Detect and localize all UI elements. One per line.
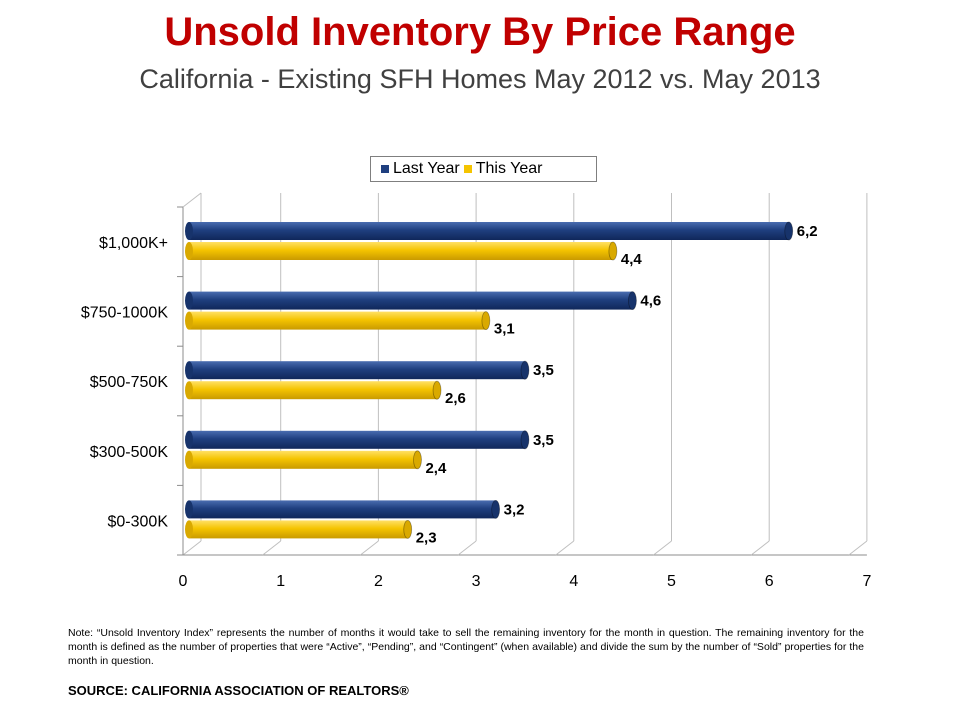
bar-body-last-year-2 — [189, 361, 525, 380]
gridline-floor-3 — [457, 540, 477, 556]
bar-cap-start-this-year-1 — [185, 311, 193, 330]
chart-subtitle: California - Existing SFH Homes May 2012… — [139, 64, 821, 94]
bar-body-this-year-3 — [189, 450, 418, 469]
bar-cap-end-last-year-3 — [520, 430, 530, 450]
floor-edge-left — [182, 540, 202, 556]
data-label-last-year-0: 6,2 — [797, 223, 818, 240]
gridline-floor-7 — [848, 540, 868, 556]
source-line: SOURCE: CALIFORNIA ASSOCIATION OF REALTO… — [68, 683, 409, 698]
bar-cap-end-this-year-0 — [608, 241, 618, 261]
bar-body-this-year-4 — [189, 520, 408, 539]
labels-layer: 0 1 2 3 4 5 6 7 $1,000K+ $750-1000K $500-750K $300-… — [81, 223, 872, 590]
bar-cap-start-last-year-4 — [185, 500, 193, 519]
data-label-this-year-3: 2,4 — [425, 460, 447, 477]
data-label-this-year-1: 3,1 — [494, 321, 515, 338]
x-tick-label-2: 2 — [374, 573, 383, 590]
bar-body-last-year-4 — [189, 500, 496, 519]
category-label-0: $1,000K+ — [99, 235, 168, 252]
bars-layer — [185, 221, 794, 539]
bar-cap-start-last-year-1 — [185, 291, 193, 310]
bar-body-this-year-0 — [189, 242, 613, 260]
gridline-floor-2 — [360, 540, 379, 556]
bar-this-year-1 — [185, 311, 491, 331]
bar-body-last-year-3 — [189, 430, 525, 449]
bar-cap-end-last-year-4 — [491, 499, 501, 519]
footnote: Note: “Unsold Inventory Index” represent… — [68, 627, 864, 667]
category-label-2: $500-750K — [90, 374, 169, 391]
data-label-this-year-0: 4,4 — [621, 251, 643, 268]
legend-label-last-year: Last Year — [393, 160, 460, 177]
gridline-floor-4 — [555, 540, 575, 556]
category-label-1: $750-1000K — [81, 305, 169, 322]
x-tick-label-0: 0 — [179, 573, 188, 590]
data-label-last-year-4: 3,2 — [504, 501, 525, 518]
legend-swatch-this-year — [463, 165, 472, 173]
bar-this-year-2 — [185, 380, 442, 400]
bar-cap-start-last-year-0 — [185, 222, 193, 240]
bar-cap-end-this-year-3 — [413, 450, 422, 470]
bar-cap-start-this-year-4 — [185, 520, 193, 539]
bar-this-year-4 — [185, 520, 413, 539]
x-tick-label-3: 3 — [472, 573, 481, 590]
chart-title: Unsold Inventory By Price Range — [164, 10, 796, 54]
top-edge-left — [182, 192, 202, 208]
bar-cap-end-this-year-4 — [403, 520, 413, 539]
bar-cap-start-this-year-0 — [185, 242, 193, 260]
x-tick-label-6: 6 — [765, 573, 774, 590]
data-label-this-year-4: 2,3 — [416, 529, 437, 546]
x-tick-label-5: 5 — [667, 573, 676, 590]
bar-last-year-2 — [185, 360, 530, 380]
legend-item-last-year: Last Year — [381, 160, 460, 178]
bar-cap-start-last-year-2 — [185, 361, 193, 380]
bar-body-this-year-1 — [189, 311, 486, 330]
bar-cap-start-this-year-3 — [185, 450, 193, 469]
bar-cap-end-this-year-2 — [432, 380, 442, 400]
gridline-floor-6 — [750, 540, 770, 556]
bar-body-last-year-1 — [189, 291, 633, 310]
x-tick-label-1: 1 — [276, 573, 285, 590]
x-tick-label-4: 4 — [569, 573, 578, 590]
bar-this-year-3 — [185, 450, 422, 470]
chart-legend: Last Year This Year — [370, 156, 597, 182]
bar-cap-end-last-year-0 — [784, 221, 794, 241]
bar-cap-start-last-year-3 — [185, 430, 193, 449]
bar-body-this-year-2 — [189, 381, 438, 400]
bar-chart: 0 1 2 3 4 5 6 7 $1,000K+ $750-1000K $500-750K $300-… — [81, 192, 872, 590]
gridline-floor-5 — [653, 540, 672, 556]
data-label-last-year-2: 3,5 — [533, 362, 554, 379]
category-label-4: $0-300K — [108, 513, 169, 530]
bar-body-last-year-0 — [189, 222, 789, 240]
legend-swatch-last-year — [381, 165, 389, 173]
bar-cap-end-last-year-1 — [628, 291, 637, 311]
bar-cap-end-this-year-1 — [481, 311, 491, 331]
data-label-this-year-2: 2,6 — [445, 390, 466, 407]
bar-last-year-4 — [185, 499, 501, 519]
legend-label-this-year: This Year — [475, 160, 543, 177]
x-tick-label-7: 7 — [862, 573, 871, 590]
data-label-last-year-3: 3,5 — [533, 432, 554, 449]
bar-this-year-0 — [185, 241, 618, 261]
bar-last-year-3 — [185, 430, 530, 450]
bar-cap-end-last-year-2 — [520, 360, 530, 380]
bar-last-year-0 — [185, 221, 794, 241]
bar-last-year-1 — [185, 291, 637, 311]
gridline-floor-1 — [262, 540, 282, 556]
bar-cap-start-this-year-2 — [185, 381, 193, 400]
category-label-3: $300-500K — [90, 444, 169, 461]
data-label-last-year-1: 4,6 — [640, 293, 661, 310]
legend-item-this-year: This Year — [463, 160, 543, 178]
